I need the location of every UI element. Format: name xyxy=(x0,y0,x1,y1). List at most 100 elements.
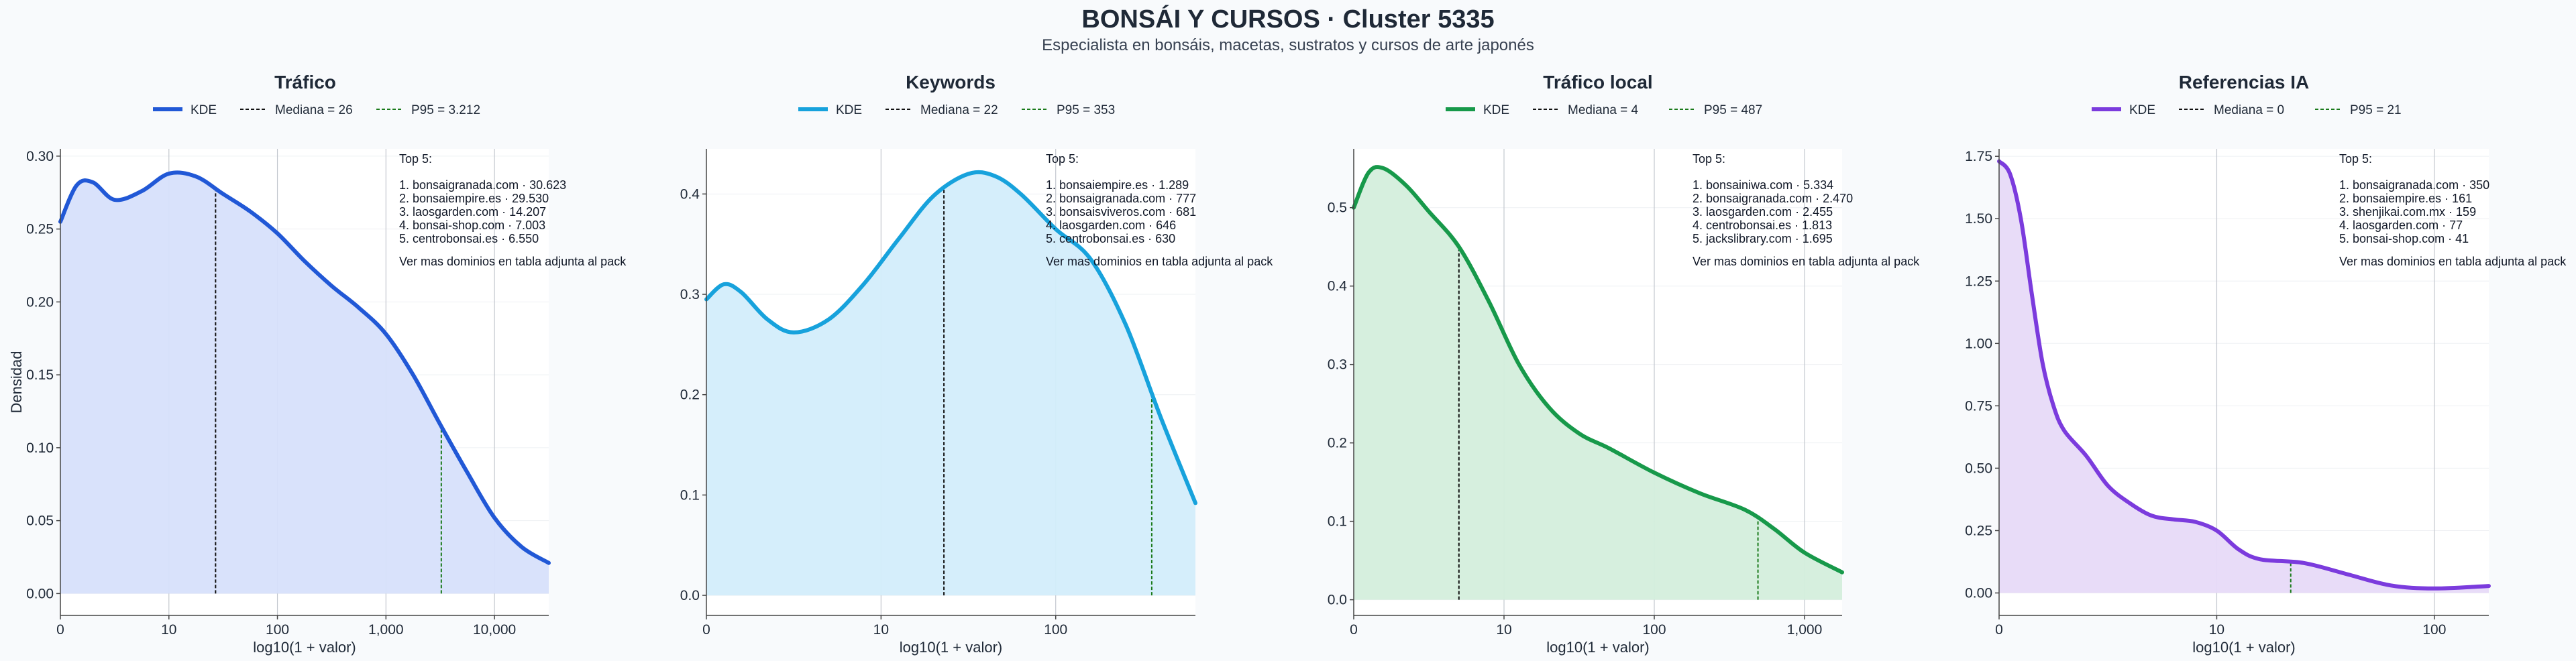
y-tick-label: 0.10 xyxy=(26,440,54,456)
top5-item: 4. centrobonsai.es · 1.813 xyxy=(1693,219,1832,232)
legend-p95-label: P95 = 3.212 xyxy=(411,103,480,117)
x-tick-label: 0 xyxy=(1350,622,1358,638)
panel-4: 0.00 0.25 0.50 0.75 1.00 1.25 1.50 1.75 0 10 100 lo… xyxy=(1965,72,2567,656)
top5-item: 4. laosgarden.com · 646 xyxy=(1046,219,1176,232)
y-tick-label: 0.00 xyxy=(1965,586,1992,601)
kde-line xyxy=(704,170,1197,505)
top5-title: Top 5: xyxy=(2339,152,2372,166)
top5-item: 3. bonsaisviveros.com · 681 xyxy=(1046,205,1196,219)
x-tick-label: 100 xyxy=(2422,622,2446,638)
y-tick-label: 0.2 xyxy=(1328,436,1347,451)
kde-line xyxy=(1997,159,2491,591)
top5-note: Ver mas dominios en tabla adjunta al pac… xyxy=(1693,255,1920,268)
x-tick-label: 100 xyxy=(1044,622,1067,638)
legend-kde-label: KDE xyxy=(2129,103,2155,117)
figure-title: BONSÁI Y CURSOS · Cluster 5335 xyxy=(1081,5,1495,34)
legend-kde-label: KDE xyxy=(191,103,217,117)
top5-title: Top 5: xyxy=(399,152,432,166)
legend-p95-label: P95 = 353 xyxy=(1057,103,1115,117)
legend: KDE Mediana = 26 P95 = 3.212 xyxy=(153,103,480,117)
y-tick-label: 1.75 xyxy=(1965,149,1992,164)
panel-title: Keywords xyxy=(906,72,996,93)
legend: KDE Mediana = 0 P95 = 21 xyxy=(2092,103,2402,117)
top5-item: 5. jackslibrary.com · 1.695 xyxy=(1693,232,1833,245)
x-tick-label: 10 xyxy=(161,622,176,638)
x-axis-label: log10(1 + valor) xyxy=(1546,639,1649,656)
top5-item: 1. bonsaigranada.com · 350 xyxy=(2339,178,2489,192)
y-tick-label: 0.1 xyxy=(1328,514,1347,530)
top5-item: 2. bonsaiempire.es · 161 xyxy=(2339,192,2472,205)
y-tick-label: 0.3 xyxy=(680,287,700,302)
x-tick-label: 10 xyxy=(873,622,889,638)
x-tick-label: 0 xyxy=(1995,622,2003,638)
x-tick-label: 0 xyxy=(702,622,710,638)
y-tick-label: 0.1 xyxy=(680,487,700,503)
y-tick-label: 0.2 xyxy=(680,387,700,403)
x-axis-label: log10(1 + valor) xyxy=(253,639,356,656)
legend-p95-label: P95 = 487 xyxy=(1704,103,1762,117)
y-tick-label: 0.4 xyxy=(680,186,700,202)
top5-item: 2. bonsaigranada.com · 2.470 xyxy=(1693,192,1853,205)
panel-1: 0.00 0.05 0.10 0.15 0.20 0.25 0.30 0 10 100 1,000 1… xyxy=(26,72,627,656)
panel-title: Tráfico xyxy=(274,72,336,93)
y-tick-label: 1.50 xyxy=(1965,211,1992,227)
y-tick-label: 0.75 xyxy=(1965,398,1992,414)
panel-3: 0.0 0.1 0.2 0.3 0.4 0.5 0 10 100 1,000 log10(1 + v… xyxy=(1328,72,1920,656)
y-tick-label: 0.0 xyxy=(680,588,700,603)
kde-area xyxy=(60,172,549,594)
top5-item: 3. laosgarden.com · 2.455 xyxy=(1693,205,1833,219)
legend-p95-label: P95 = 21 xyxy=(2350,103,2402,117)
top5-item: 5. centrobonsai.es · 6.550 xyxy=(399,232,539,245)
panel-2: 0.0 0.1 0.2 0.3 0.4 0 10 100 log10(1 + valor) Key… xyxy=(680,72,1273,656)
x-tick-label: 10 xyxy=(2209,622,2224,638)
top5-title: Top 5: xyxy=(1693,152,1725,166)
y-axis-label: Densidad xyxy=(8,351,25,414)
legend-median-label: Mediana = 4 xyxy=(1568,103,1639,117)
panel-title: Referencias IA xyxy=(2179,72,2310,93)
top5-item: 5. bonsai-shop.com · 41 xyxy=(2339,232,2469,245)
legend-median-label: Mediana = 26 xyxy=(275,103,353,117)
x-tick-label: 1,000 xyxy=(368,622,404,638)
legend: KDE Mediana = 22 P95 = 353 xyxy=(798,103,1115,117)
kde-area xyxy=(1354,167,1842,600)
y-tick-label: 0.25 xyxy=(1965,523,1992,538)
kde-area xyxy=(706,172,1195,596)
legend-kde-label: KDE xyxy=(1483,103,1509,117)
x-tick-label: 100 xyxy=(1642,622,1666,638)
x-tick-label: 0 xyxy=(56,622,64,638)
y-tick-label: 0.30 xyxy=(26,149,54,164)
x-axis-label: log10(1 + valor) xyxy=(900,639,1002,656)
y-tick-label: 0.00 xyxy=(26,586,54,601)
y-tick-label: 0.5 xyxy=(1328,200,1347,216)
x-tick-label: 100 xyxy=(266,622,289,638)
top5-item: 2. bonsaigranada.com · 777 xyxy=(1046,192,1196,205)
y-tick-label: 0.15 xyxy=(26,367,54,383)
x-tick-label: 1,000 xyxy=(1787,622,1823,638)
top5-item: 5. centrobonsai.es · 630 xyxy=(1046,232,1175,245)
top5-title: Top 5: xyxy=(1046,152,1079,166)
y-tick-label: 0.50 xyxy=(1965,461,1992,476)
x-axis-label: log10(1 + valor) xyxy=(2192,639,2295,656)
top5-note: Ver mas dominios en tabla adjunta al pac… xyxy=(2339,255,2567,268)
legend-kde-label: KDE xyxy=(836,103,862,117)
legend-median-label: Mediana = 22 xyxy=(920,103,998,117)
y-tick-label: 1.25 xyxy=(1965,274,1992,289)
top5-item: 4. bonsai-shop.com · 7.003 xyxy=(399,219,545,232)
top5-item: 1. bonsaiempire.es · 1.289 xyxy=(1046,178,1189,192)
legend: KDE Mediana = 4 P95 = 487 xyxy=(1446,103,1762,117)
top5-item: 3. laosgarden.com · 14.207 xyxy=(399,205,546,219)
legend-median-label: Mediana = 0 xyxy=(2214,103,2284,117)
y-tick-label: 0.05 xyxy=(26,514,54,529)
y-tick-label: 0.20 xyxy=(26,294,54,310)
y-tick-label: 0.25 xyxy=(26,222,54,237)
x-tick-label: 10 xyxy=(1496,622,1511,638)
top5-item: 4. laosgarden.com · 77 xyxy=(2339,219,2463,232)
figure-subtitle: Especialista en bonsáis, macetas, sustra… xyxy=(1042,36,1534,54)
top5-item: 3. shenjikai.com.mx · 159 xyxy=(2339,205,2476,219)
